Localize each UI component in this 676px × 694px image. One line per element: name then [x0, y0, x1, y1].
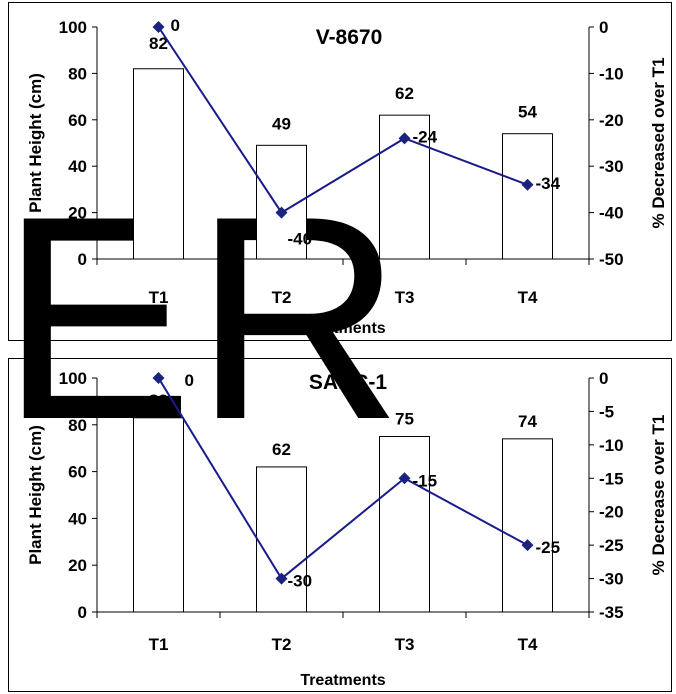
line-value-label: -30	[288, 572, 313, 591]
line-marker	[521, 178, 534, 191]
bar-value-label: 62	[395, 84, 414, 103]
y2-tick-label: -30	[599, 570, 624, 589]
y2-tick-label: -50	[599, 250, 624, 269]
bar	[256, 466, 307, 613]
y2-axis-title: % Decreased over T1	[649, 57, 668, 228]
y2-tick-label: -10	[599, 64, 624, 83]
line-value-label: -25	[536, 538, 561, 557]
chart-panel-v8670: 0 20 40 60 80 100 0 -10 -20 -30 -40 -50 82 T1 49 T2 62 T3…	[8, 2, 672, 341]
line-marker	[398, 472, 411, 485]
chart-title: V-8670	[316, 26, 383, 49]
y-tick-label: 40	[68, 509, 87, 528]
line-marker	[152, 372, 165, 384]
y2-tick-label: -20	[599, 503, 624, 522]
y-tick-label: 80	[68, 416, 87, 435]
x-tick-label: T3	[395, 288, 415, 307]
x-axis-title: Treatments	[300, 320, 385, 337]
y2-tick-label: -15	[599, 469, 624, 488]
y-tick-label: 20	[68, 204, 87, 223]
y2-tick-label: -40	[599, 204, 624, 223]
y-tick-label: 80	[68, 64, 87, 83]
y-axis-title: Plant Height (cm)	[26, 425, 45, 565]
chart-panel-sarc1: 0 20 40 60 80 100 0 -5 -10 -15 -20 -25 -30 -35 83 T1 62 T…	[8, 358, 672, 692]
x-tick-label: T2	[272, 288, 292, 307]
y-tick-label: 60	[68, 463, 87, 482]
y2-tick-label: -20	[599, 111, 624, 130]
y2-tick-label: -30	[599, 157, 624, 176]
y-tick-label: 20	[68, 556, 87, 575]
y2-tick-label: 0	[599, 18, 608, 37]
x-tick-label: T1	[149, 288, 169, 307]
line-marker	[521, 539, 534, 552]
decrease-line	[157, 377, 528, 581]
line-value-label: -40	[288, 230, 313, 249]
x-tick-label: T1	[149, 635, 169, 654]
y2-axis-title: % Decrease over T1	[649, 415, 668, 576]
x-tick-label: T3	[395, 635, 415, 654]
y2-tick-label: 0	[599, 369, 608, 388]
x-axis-title: Treatments	[300, 672, 385, 689]
bar-value-label: 82	[149, 34, 168, 53]
chart-title: SARC-1	[309, 371, 387, 394]
bar-value-label: 54	[518, 103, 537, 122]
y2-tick-label: -5	[599, 402, 614, 421]
line-marker	[275, 206, 288, 219]
bar-value-label: 49	[272, 114, 291, 133]
chart-v8670: 0 20 40 60 80 100 0 -10 -20 -30 -40 -50 82 T1 49 T2 62 T3…	[26, 16, 668, 337]
bar	[133, 68, 184, 260]
bar-value-label: 74	[518, 412, 537, 431]
bar-value-label: 83	[149, 391, 168, 410]
bar-value-label: 62	[272, 440, 291, 459]
bar	[133, 417, 184, 613]
y2-tick-label: -35	[599, 603, 624, 622]
x-tick-label: T2	[272, 635, 292, 654]
line-value-label: -24	[413, 127, 438, 146]
line-marker	[398, 132, 411, 145]
y-tick-label: 100	[59, 18, 87, 37]
y2-tick-label: -10	[599, 436, 624, 455]
decrease-line	[157, 26, 528, 214]
y2-tick-label: -25	[599, 536, 624, 555]
line-value-label: -34	[536, 174, 561, 193]
y-tick-label: 0	[78, 250, 87, 269]
y-tick-label: 40	[68, 157, 87, 176]
y-axis-title: Plant Height (cm)	[26, 73, 45, 213]
bar-value-label: 75	[395, 410, 414, 429]
y-tick-label: 60	[68, 111, 87, 130]
y-tick-label: 100	[59, 369, 87, 388]
line-value-label: 0	[185, 371, 194, 390]
line-value-label: -15	[413, 471, 438, 490]
bar	[379, 436, 430, 613]
chart-sarc1: 0 20 40 60 80 100 0 -5 -10 -15 -20 -25 -30 -35 83 T1 62 T…	[26, 369, 668, 689]
line-marker	[152, 21, 165, 33]
x-tick-label: T4	[518, 635, 538, 654]
x-tick-label: T4	[518, 288, 538, 307]
bar	[502, 133, 553, 260]
line-value-label: 0	[171, 16, 180, 35]
line-marker	[275, 572, 288, 585]
y-tick-label: 0	[78, 603, 87, 622]
bar	[502, 438, 553, 613]
